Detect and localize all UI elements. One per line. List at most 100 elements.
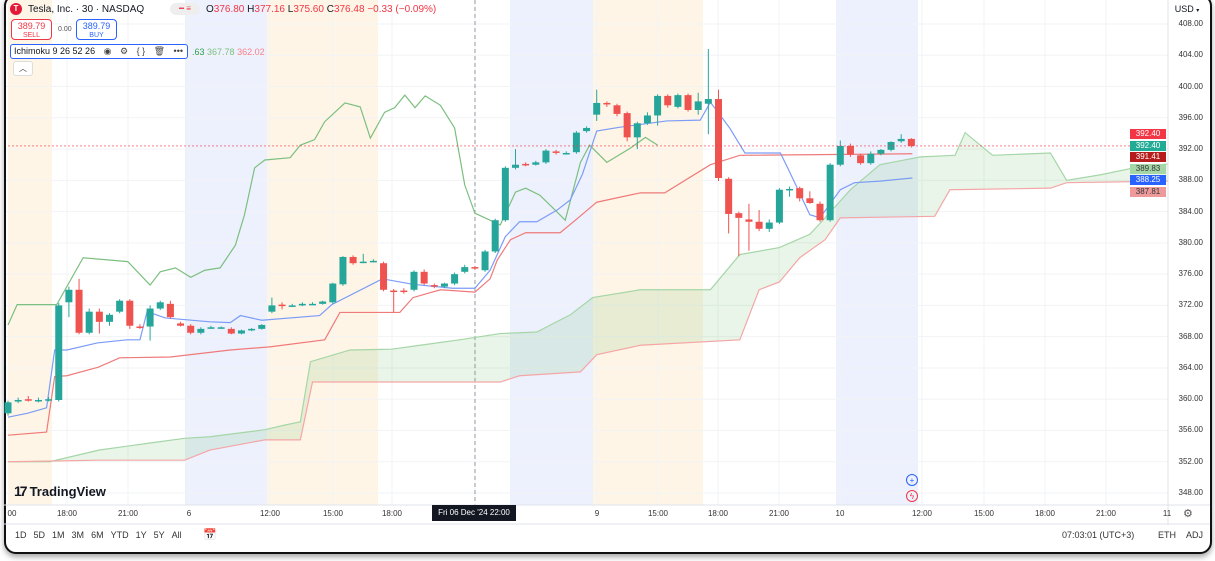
session-band [185, 0, 267, 505]
candle [654, 94, 662, 126]
source-code-icon[interactable]: { } [136, 46, 146, 56]
candle [481, 249, 489, 272]
clock-timezone[interactable]: 07:03:01 (UTC+3) [1062, 530, 1135, 540]
indicator-legend[interactable]: Ichimoku 9 26 52 26 ◉ ⚙ { } 🗑 ••• [10, 44, 188, 59]
tradingview-logo[interactable]: 17 TradingView [14, 483, 106, 499]
indicator-value: .63 [192, 46, 205, 57]
candle [562, 151, 570, 155]
range-all[interactable]: All [171, 530, 182, 540]
lightning-icon[interactable]: ϟ [906, 490, 918, 502]
go-to-date-calendar-icon[interactable]: 📅 [203, 529, 217, 541]
add-plus-icon[interactable]: + [906, 474, 918, 486]
candle-body [481, 251, 489, 271]
candle [410, 270, 418, 292]
sell-label: SELL [22, 32, 41, 39]
range-3m[interactable]: 3M [71, 530, 85, 540]
candle-body [400, 290, 408, 293]
candle [207, 325, 215, 329]
symbol-title[interactable]: Tesla, Inc. · 30 · NASDAQ [28, 4, 145, 15]
time-tick-label: 15:00 [973, 509, 995, 518]
time-tick-label: 21:00 [1095, 509, 1117, 518]
range-5d[interactable]: 5D [33, 530, 46, 540]
candle [867, 151, 875, 165]
collapse-legend-button[interactable]: ︿ [13, 61, 33, 76]
candle [857, 153, 865, 165]
buy-button[interactable]: 389.79 BUY [76, 19, 117, 40]
candle [217, 326, 225, 329]
range-1m[interactable]: 1M [52, 530, 65, 540]
candle-body [106, 314, 113, 322]
candle [593, 89, 601, 121]
candle-body [867, 153, 875, 164]
candle-body [755, 221, 763, 229]
candle-body [227, 328, 235, 334]
time-tick-label: 11 [1162, 509, 1172, 518]
candle-body [786, 188, 794, 191]
candle [846, 143, 854, 157]
settings-icon[interactable]: ⚙ [119, 46, 129, 56]
sell-button[interactable]: 389.79 SELL [11, 19, 52, 40]
price-tick-label: 404.00 [1178, 50, 1203, 60]
candle [146, 305, 154, 341]
range-1d[interactable]: 1D [15, 530, 27, 540]
candle [583, 126, 591, 133]
candle-body [136, 326, 144, 329]
eth-toggle[interactable]: ETH [1158, 530, 1176, 540]
candle-body [501, 167, 509, 221]
range-5y[interactable]: 5Y [153, 530, 165, 540]
candle [674, 93, 682, 109]
candle-body [633, 123, 641, 138]
candle [278, 302, 286, 310]
session-band [836, 0, 918, 505]
candle [237, 329, 245, 335]
candle-body [339, 256, 347, 285]
range-ytd[interactable]: YTD [110, 530, 129, 540]
candle-body [440, 283, 448, 287]
candle-body [177, 323, 185, 326]
range-6m[interactable]: 6M [91, 530, 104, 540]
more-icon[interactable]: ••• [173, 46, 183, 56]
price-tag: 391.41 [1130, 152, 1166, 162]
candle [380, 261, 388, 292]
indicator-params: 9 26 52 26 [52, 46, 96, 56]
time-tick-label: 18:00 [56, 509, 78, 518]
candle [177, 321, 185, 327]
candle [400, 288, 408, 294]
chikou-span-line [7, 94, 658, 326]
price-tick-label: 352.00 [1178, 456, 1203, 466]
price-tick-label: 360.00 [1178, 394, 1203, 404]
candle-body [877, 149, 885, 154]
candle [786, 186, 794, 197]
candle-body [166, 303, 174, 318]
candle-body [897, 138, 905, 142]
candle-body [522, 163, 530, 166]
candle-body [684, 95, 692, 110]
time-tick-label: 12:00 [259, 509, 281, 518]
candle-body [643, 115, 651, 124]
candle [907, 138, 915, 148]
trash-icon[interactable]: 🗑 [153, 46, 166, 56]
range-1y[interactable]: 1Y [135, 530, 147, 540]
candle [4, 400, 12, 416]
candle-body [603, 102, 611, 105]
candle [897, 134, 905, 143]
candle-body [45, 399, 53, 401]
legend-toggle-button[interactable]: ━ ≡ [170, 3, 200, 15]
candle-body [491, 220, 499, 252]
candle [532, 160, 540, 166]
adj-toggle[interactable]: ADJ [1186, 530, 1204, 540]
candle [309, 302, 316, 306]
currency-selector[interactable]: USD ▾ [1172, 2, 1202, 16]
candle [258, 324, 266, 330]
candle-body [451, 274, 459, 284]
candle-body [745, 219, 753, 222]
settings-gear-icon[interactable]: ⚙ [1183, 508, 1193, 520]
candle-body [562, 152, 570, 155]
candle [816, 201, 824, 222]
candle [623, 111, 631, 142]
candle [512, 149, 519, 170]
eye-icon[interactable]: ◉ [103, 46, 112, 56]
change-value: −0.33 (−0.09%) [367, 4, 437, 15]
candle-body [380, 263, 388, 290]
